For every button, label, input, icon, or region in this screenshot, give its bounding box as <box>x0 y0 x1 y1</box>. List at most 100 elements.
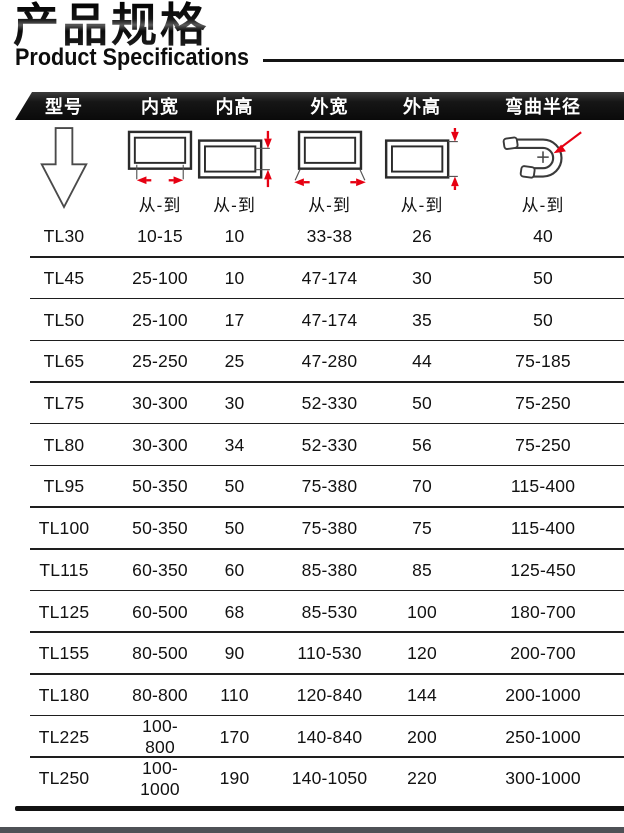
bend-radius-icon <box>501 128 585 190</box>
table-row: TL125 60-500 68 85-530 100 180-700 <box>0 591 624 633</box>
value-cell: 50-350 <box>132 476 188 497</box>
footer-bar <box>0 827 624 833</box>
page-title-zh: 产品规格 <box>13 0 209 51</box>
value-cell: 75-185 <box>515 351 571 372</box>
value-cell: 200 <box>407 726 437 747</box>
table-row: TL95 50-350 50 75-380 70 115-400 <box>0 466 624 508</box>
legend-inner-width: 从-到 <box>127 122 193 216</box>
value-cell: 75-380 <box>301 476 358 497</box>
table-bottom-line <box>15 806 624 811</box>
value-cell: 68 <box>224 601 245 622</box>
table-row: TL75 30-300 30 52-330 50 75-250 <box>0 383 624 425</box>
value-cell: 220 <box>407 768 437 789</box>
value-cell: 52-330 <box>301 393 358 414</box>
value-cell: 25-100 <box>132 309 188 330</box>
range-label: 从-到 <box>138 196 182 215</box>
value-cell: 35 <box>412 309 432 330</box>
row-separator <box>30 631 624 633</box>
model-cell: TL45 <box>43 268 85 289</box>
value-cell: 170 <box>219 726 250 747</box>
column-header-outer-height: 外高 <box>403 97 441 117</box>
row-separator <box>30 256 624 258</box>
legend-outer-height: 从-到 <box>382 122 462 216</box>
row-separator <box>30 381 624 383</box>
value-cell: 120 <box>407 643 437 664</box>
value-cell: 144 <box>407 684 437 705</box>
value-cell: 50 <box>224 476 245 497</box>
inner-height-icon <box>196 128 274 190</box>
column-header-outer-width: 外宽 <box>310 97 349 117</box>
value-cell: 17 <box>224 309 245 330</box>
legend-model <box>0 122 128 212</box>
value-cell: 50 <box>412 393 432 414</box>
value-cell: 25-250 <box>132 351 188 372</box>
value-cell: 30-300 <box>132 434 188 455</box>
value-cell: 25-100 <box>132 268 188 289</box>
row-separator <box>30 589 624 592</box>
spec-table-body: TL30 10-15 10 33-38 26 40 TL45 25-100 10 47-174 30… <box>0 216 624 800</box>
value-cell: 60 <box>224 559 245 580</box>
table-row: TL45 25-100 10 47-174 30 50 <box>0 258 624 300</box>
row-separator <box>30 297 624 300</box>
legend-outer-width: 从-到 <box>277 122 382 216</box>
value-cell: 200-700 <box>510 643 576 664</box>
value-cell: 60-500 <box>132 601 188 622</box>
value-cell: 50 <box>533 309 553 330</box>
outer-width-icon <box>292 128 368 190</box>
row-separator <box>30 673 624 675</box>
value-cell: 33-38 <box>306 226 353 247</box>
row-separator <box>30 756 624 758</box>
value-cell: 180-700 <box>510 601 576 622</box>
table-row: TL80 30-300 34 52-330 56 75-250 <box>0 424 624 467</box>
value-cell: 100-1000 <box>140 757 180 799</box>
value-cell: 50 <box>533 268 553 289</box>
value-cell: 50 <box>224 518 245 539</box>
value-cell: 190 <box>219 768 250 789</box>
model-cell: TL125 <box>38 601 90 622</box>
value-cell: 110 <box>220 684 249 705</box>
value-cell: 10 <box>224 268 245 289</box>
model-cell: TL65 <box>43 351 85 372</box>
value-cell: 30 <box>412 268 432 289</box>
column-header-inner-height: 内高 <box>215 97 254 117</box>
down-arrow-icon <box>38 124 90 212</box>
column-header-model: 型号 <box>45 97 83 117</box>
value-cell: 75 <box>412 518 432 539</box>
value-cell: 10-15 <box>137 226 183 247</box>
dimension-legend-row: 从-到 从-到 <box>0 122 624 216</box>
column-header-bend-radius: 弯曲半径 <box>505 97 581 117</box>
outer-height-icon <box>383 128 461 190</box>
value-cell: 100-800 <box>142 716 178 758</box>
table-row: TL155 80-500 90 110-530 120 200-700 <box>0 633 624 675</box>
row-separator <box>30 339 624 342</box>
column-header-inner-width: 内宽 <box>141 97 179 117</box>
table-row: TL180 80-800 110 120-840 144 200-1000 <box>0 675 624 717</box>
value-cell: 250-1000 <box>505 726 581 747</box>
value-cell: 56 <box>412 434 432 455</box>
value-cell: 47-174 <box>301 268 358 289</box>
value-cell: 140-1050 <box>291 768 368 789</box>
value-cell: 25 <box>224 351 245 372</box>
range-label: 从-到 <box>400 196 444 215</box>
model-cell: TL180 <box>38 684 90 705</box>
title-divider-line <box>263 59 624 62</box>
model-cell: TL155 <box>38 643 90 664</box>
model-cell: TL30 <box>43 226 85 247</box>
value-cell: 100 <box>407 601 437 622</box>
table-row: TL225 100-800 170 140-840 200 250-1000 <box>0 716 624 758</box>
legend-inner-height: 从-到 <box>192 122 277 216</box>
value-cell: 200-1000 <box>505 684 581 705</box>
value-cell: 34 <box>224 434 245 455</box>
row-separator <box>30 548 624 550</box>
value-cell: 50-350 <box>132 518 188 539</box>
row-separator <box>30 714 624 717</box>
value-cell: 110-530 <box>297 643 362 664</box>
range-label: 从-到 <box>308 196 351 215</box>
value-cell: 85 <box>412 559 432 580</box>
value-cell: 75-250 <box>515 393 571 414</box>
model-cell: TL95 <box>43 476 85 497</box>
value-cell: 125-450 <box>510 559 576 580</box>
table-header-bar: 型号 内宽 内高 外宽 外高 弯曲半径 <box>15 92 624 120</box>
value-cell: 10 <box>224 226 245 247</box>
value-cell: 300-1000 <box>505 768 581 789</box>
